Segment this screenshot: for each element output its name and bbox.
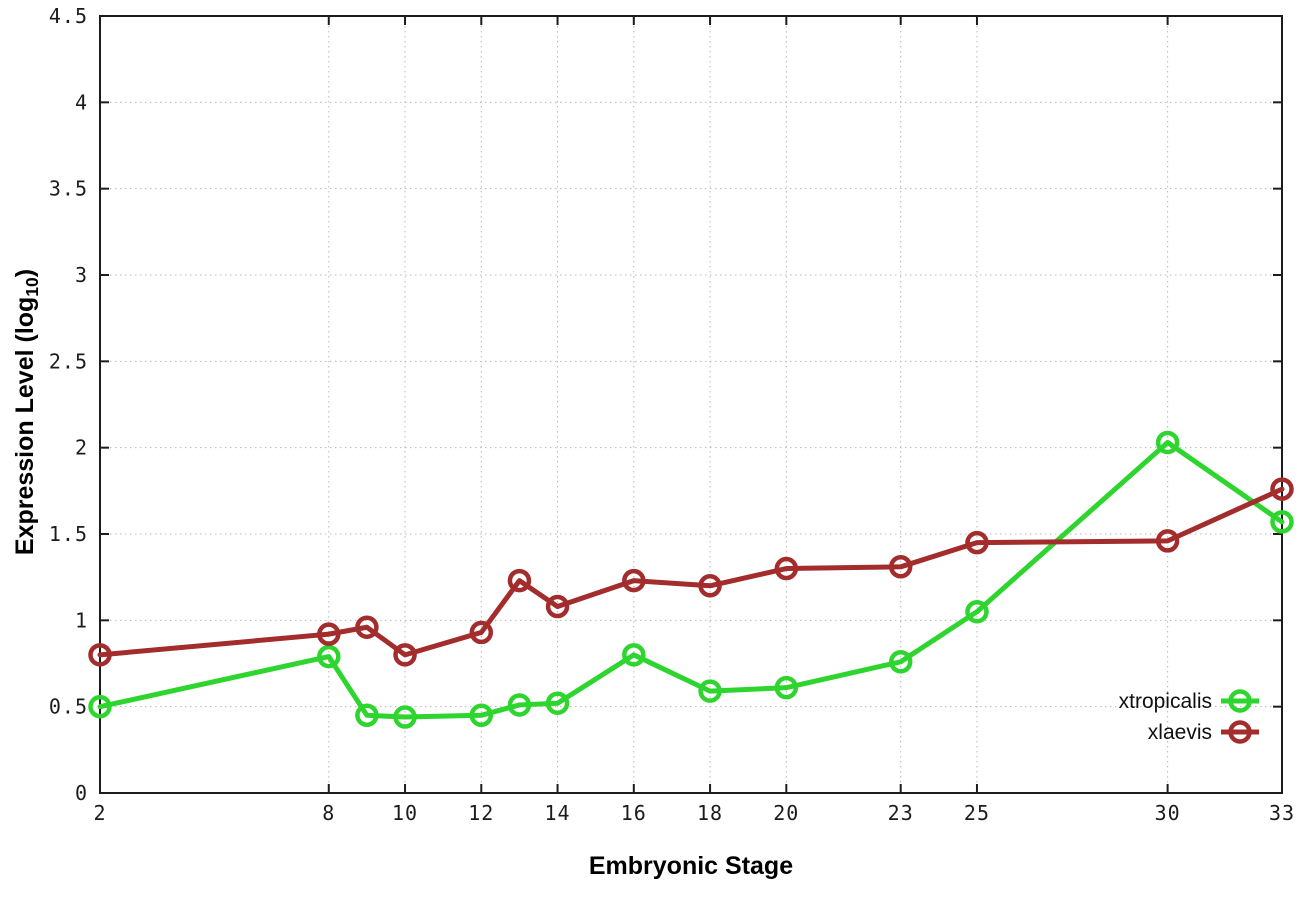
x-tick-label: 30 — [1155, 801, 1181, 825]
data-point-xlaevis — [355, 615, 379, 639]
series-line-xlaevis — [97, 486, 1285, 658]
y-tick-label: 0.5 — [49, 695, 88, 719]
y-tick-label: 1 — [75, 608, 88, 632]
data-point-xlaevis — [545, 594, 570, 619]
x-tick-label: 12 — [468, 801, 494, 825]
x-axis-title: Embryonic Stage — [588, 852, 794, 880]
data-point-xtropicalis — [545, 691, 570, 715]
y-tick-label: 2.5 — [49, 349, 88, 373]
data-point-xtropicalis — [393, 705, 417, 729]
y-tick-label: 4.5 — [49, 4, 88, 28]
data-point-xlaevis — [774, 556, 799, 581]
x-tick-label: 20 — [773, 801, 799, 825]
data-point-xtropicalis — [774, 675, 799, 700]
x-tick-label: 23 — [888, 801, 914, 825]
series-line-xtropicalis — [97, 439, 1285, 720]
data-point-xtropicalis — [355, 703, 379, 728]
y-tick-label: 2 — [75, 436, 88, 460]
data-point-xlaevis — [622, 568, 646, 593]
data-point-xtropicalis — [317, 644, 341, 669]
legend-marker-xlaevis — [1228, 720, 1252, 744]
y-axis-title-text: Expression Level (log — [10, 296, 39, 556]
y-tick-label: 0 — [75, 781, 88, 805]
y-tick-label: 3.5 — [49, 177, 88, 201]
x-tick-label: 33 — [1269, 801, 1295, 825]
data-point-xlaevis — [698, 574, 722, 598]
y-axis-title-suffix: ) — [10, 268, 39, 278]
x-tick-label: 16 — [621, 801, 647, 825]
data-point-xlaevis — [317, 622, 341, 646]
y-tick-label: 1.5 — [49, 522, 88, 546]
data-point-xlaevis — [1270, 477, 1294, 501]
data-point-xlaevis — [965, 530, 989, 555]
data-point-xlaevis — [507, 568, 532, 593]
data-point-xtropicalis — [888, 650, 913, 674]
y-tick-label: 4 — [75, 90, 88, 114]
legend-marker-xtropicalis — [1228, 689, 1252, 713]
data-point-xlaevis — [1155, 529, 1180, 553]
y-tick-label: 3 — [75, 263, 88, 287]
x-tick-label: 25 — [964, 801, 990, 825]
x-tick-label: 14 — [545, 801, 571, 825]
plot-border — [99, 15, 1283, 794]
data-point-xtropicalis — [507, 693, 532, 717]
legend-label-xlaevis: xlaevis — [1148, 721, 1212, 744]
data-point-xtropicalis — [1270, 510, 1294, 534]
data-point-xtropicalis — [622, 643, 646, 667]
legend-label-xtropicalis: xtropicalis — [1119, 690, 1212, 713]
data-point-xtropicalis — [469, 703, 494, 728]
data-point-xlaevis — [88, 643, 112, 667]
data-point-xtropicalis — [1155, 430, 1180, 455]
data-point-xlaevis — [469, 620, 494, 645]
data-point-xlaevis — [393, 643, 417, 667]
data-point-xlaevis — [888, 555, 913, 579]
x-tick-label: 8 — [322, 801, 335, 825]
data-point-xtropicalis — [965, 599, 989, 624]
x-tick-label: 10 — [392, 801, 418, 825]
y-axis-title: Expression Level (log10) — [11, 269, 43, 555]
data-point-xtropicalis — [88, 694, 112, 719]
data-point-xtropicalis — [698, 679, 722, 703]
x-tick-label: 2 — [93, 801, 106, 825]
x-tick-label: 18 — [697, 801, 723, 825]
y-axis-title-subscript: 10 — [22, 277, 43, 297]
